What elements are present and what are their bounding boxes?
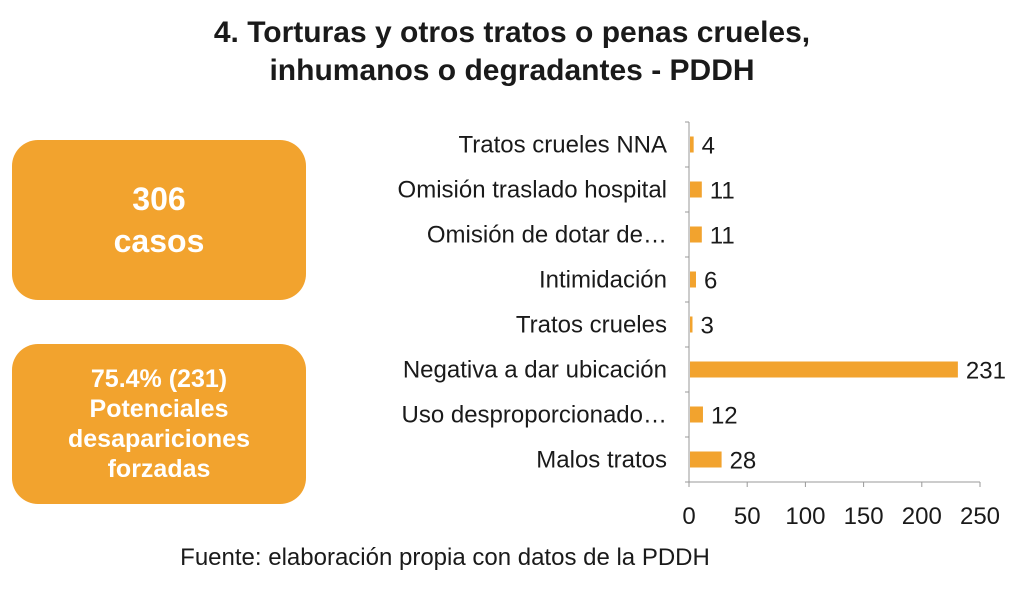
category-label: Tratos crueles NNA — [459, 132, 668, 159]
x-tick-label: 250 — [960, 503, 1000, 530]
bar — [690, 226, 702, 243]
data-label: 4 — [702, 133, 715, 160]
category-label: Omisión traslado hospital — [398, 177, 667, 204]
chart-title: 4. Torturas y otros tratos o penas cruel… — [0, 14, 1024, 90]
category-label: Tratos crueles — [516, 312, 667, 339]
bar — [690, 361, 958, 378]
total-cases-number: 306 — [132, 181, 186, 217]
x-tick-label: 200 — [902, 503, 942, 530]
x-tick-label: 50 — [734, 503, 761, 530]
data-label: 231 — [966, 358, 1006, 385]
data-label: 3 — [700, 313, 713, 340]
disappearances-label-1: Potenciales — [89, 395, 229, 423]
bar — [690, 271, 696, 288]
chart-title-line-2: inhumanos o degradantes - PDDH — [269, 54, 755, 87]
bar — [690, 181, 702, 198]
bar — [690, 451, 722, 468]
disappearances-label-2: desapariciones — [67, 425, 251, 453]
category-label: Intimidación — [539, 267, 667, 294]
data-label: 28 — [730, 448, 757, 475]
category-label: Uso desproporcionado… — [402, 402, 668, 429]
chart-title-line-1: 4. Torturas y otros tratos o penas cruel… — [213, 16, 811, 49]
total-cases-box: 306 casos — [12, 140, 306, 300]
x-tick-label: 100 — [785, 503, 825, 530]
disappearances-percent: 75.4% (231) — [90, 365, 228, 393]
data-label: 6 — [704, 268, 717, 295]
data-label: 12 — [711, 403, 738, 430]
category-label: Omisión de dotar de… — [427, 222, 667, 249]
x-tick-label: 0 — [682, 503, 695, 530]
source-note: Fuente: elaboración propia con datos de … — [180, 544, 710, 571]
category-label: Negativa a dar ubicación — [403, 357, 667, 384]
bar — [690, 406, 703, 423]
data-label: 11 — [710, 178, 735, 205]
disappearances-box: 75.4% (231) Potenciales desapariciones f… — [12, 344, 306, 504]
data-label: 11 — [710, 223, 735, 250]
x-tick-label: 150 — [844, 503, 884, 530]
category-label: Malos tratos — [536, 447, 667, 474]
bar — [690, 316, 693, 333]
disappearances-label-3: forzadas — [107, 455, 211, 483]
total-cases-label: casos — [113, 223, 205, 259]
bar — [690, 136, 694, 153]
